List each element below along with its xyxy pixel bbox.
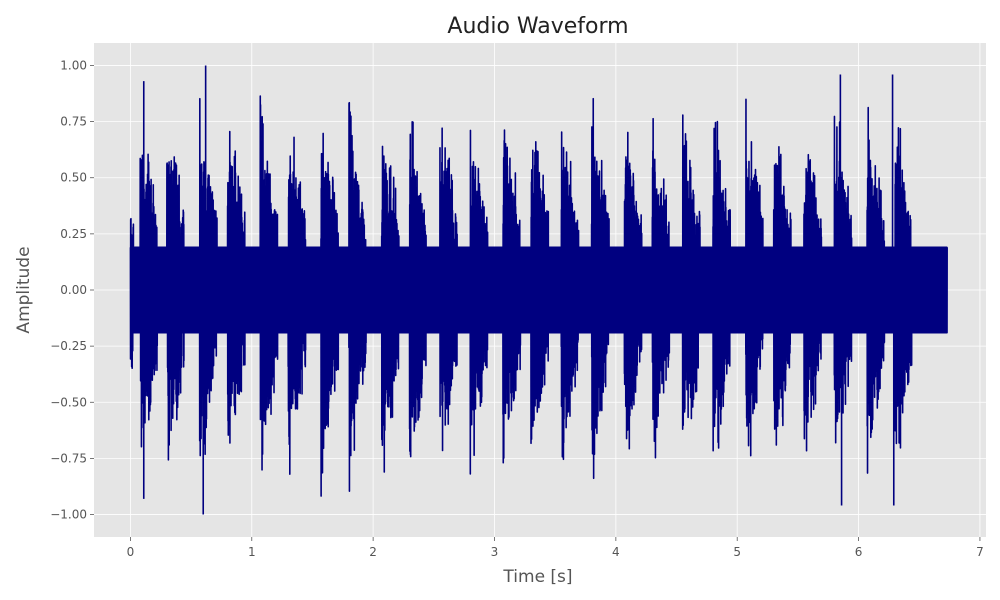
y-tick-label: −0.25 (50, 339, 87, 353)
waveform-series (129, 65, 948, 515)
x-tick-label: 6 (855, 545, 863, 559)
waveform-line (129, 65, 948, 515)
y-tick-label: 0.50 (60, 171, 87, 185)
x-tick-label: 2 (369, 545, 377, 559)
x-tick-label: 5 (733, 545, 741, 559)
y-tick-label: −0.75 (50, 451, 87, 465)
y-tick-label: 1.00 (60, 58, 87, 72)
axis-ticks: 0 1 2 3 4 5 6 7 −1.00 −0.75 −0.50 −0.25 0.00 0.25 0.50… (50, 58, 984, 559)
x-tick-label: 3 (491, 545, 499, 559)
x-tick-label: 0 (127, 545, 135, 559)
y-axis-label: Amplitude (14, 246, 34, 333)
y-tick-label: 0.75 (60, 115, 87, 129)
x-tick-label: 7 (976, 545, 984, 559)
x-tick-label: 1 (248, 545, 256, 559)
x-tick-label: 4 (612, 545, 620, 559)
y-tick-label: −1.00 (50, 508, 87, 522)
x-axis-label: Time [s] (502, 567, 572, 587)
y-tick-label: −0.50 (50, 395, 87, 409)
y-tick-label: 0.25 (60, 227, 87, 241)
chart-title: Audio Waveform (447, 14, 628, 39)
y-tick-label: 0.00 (60, 283, 87, 297)
